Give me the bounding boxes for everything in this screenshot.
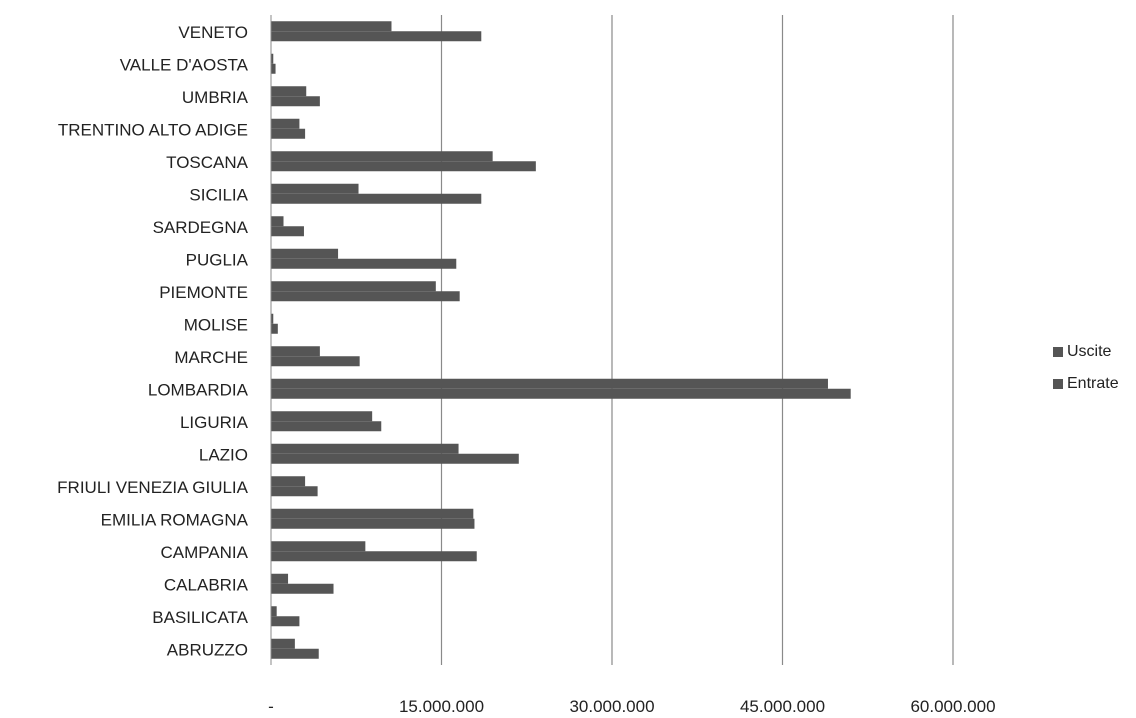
bar-entrate: [271, 518, 475, 529]
bar-uscite: [271, 21, 392, 32]
grid-lines: [440, 15, 954, 665]
bar-entrate: [271, 258, 457, 269]
category-label: SARDEGNA: [153, 218, 249, 237]
bar-entrate: [271, 161, 536, 172]
bar-entrate: [271, 226, 304, 237]
bar-entrate: [271, 323, 278, 334]
bar-entrate: [271, 291, 460, 302]
category-labels: VENETO VALLE D'AOSTA UMBRIA TRENTINO ALTO A…: [57, 23, 248, 660]
category-label: VENETO: [178, 23, 248, 42]
category-label: UMBRIA: [182, 88, 249, 107]
category-label: TOSCANA: [166, 153, 249, 172]
bar-uscite: [271, 118, 300, 129]
bar-uscite: [271, 573, 289, 584]
category-label: LIGURIA: [180, 413, 249, 432]
bar-entrate: [271, 616, 300, 627]
x-tick-label: 45.000.000: [740, 697, 825, 716]
bar-uscite: [271, 508, 474, 519]
bar-entrate: [271, 583, 334, 594]
category-label: PUGLIA: [186, 250, 249, 269]
bar-entrate: [271, 648, 319, 659]
legend-item-entrate: Entrate: [1053, 368, 1119, 400]
x-tick-label: 60.000.000: [910, 697, 995, 716]
bars: [271, 21, 851, 659]
bar-uscite: [271, 216, 284, 227]
bar-entrate: [271, 193, 482, 204]
bar-uscite: [271, 476, 306, 487]
category-label: LOMBARDIA: [148, 380, 249, 399]
legend-label-uscite: Uscite: [1067, 343, 1112, 360]
category-label: ABRUZZO: [167, 640, 248, 659]
bar-uscite: [271, 53, 274, 64]
bar-entrate: [271, 551, 477, 562]
bar-uscite: [271, 346, 320, 357]
x-tick-label: -: [268, 697, 274, 716]
bar-entrate: [271, 96, 320, 107]
x-tick-label: 15.000.000: [399, 697, 484, 716]
bar-uscite: [271, 411, 373, 422]
bar-entrate: [271, 63, 276, 74]
legend-swatch-uscite: [1053, 347, 1063, 357]
category-label: CAMPANIA: [160, 543, 248, 562]
category-label: MOLISE: [184, 315, 248, 334]
bar-entrate: [271, 421, 382, 432]
bar-uscite: [271, 281, 436, 292]
bar-entrate: [271, 128, 306, 139]
category-label: SICILIA: [189, 185, 248, 204]
bar-uscite: [271, 606, 277, 617]
category-label: EMILIA ROMAGNA: [101, 510, 249, 529]
x-tick-labels: - 15.000.000 30.000.000 45.000.000 60.000.00…: [268, 697, 995, 716]
bar-uscite: [271, 378, 828, 389]
category-label: VALLE D'AOSTA: [120, 55, 249, 74]
bar-entrate: [271, 356, 360, 367]
category-label: TRENTINO ALTO ADIGE: [58, 120, 248, 139]
category-label: MARCHE: [174, 348, 248, 367]
bar-uscite: [271, 313, 274, 324]
bar-uscite: [271, 151, 493, 162]
category-label: FRIULI VENEZIA GIULIA: [57, 478, 248, 497]
bar-uscite: [271, 183, 359, 194]
bar-uscite: [271, 86, 307, 97]
category-label: CALABRIA: [164, 575, 249, 594]
bar-uscite: [271, 541, 366, 552]
legend: Uscite Entrate: [1053, 336, 1119, 400]
category-label: BASILICATA: [152, 608, 248, 627]
category-label: PIEMONTE: [159, 283, 248, 302]
bar-entrate: [271, 453, 519, 464]
bar-entrate: [271, 31, 482, 42]
legend-item-uscite: Uscite: [1053, 336, 1119, 368]
legend-label-entrate: Entrate: [1067, 375, 1119, 392]
bar-uscite: [271, 248, 339, 259]
bar-entrate: [271, 486, 318, 497]
bar-uscite: [271, 638, 295, 649]
legend-swatch-entrate: [1053, 379, 1063, 389]
bar-uscite: [271, 443, 459, 454]
x-tick-label: 30.000.000: [569, 697, 654, 716]
category-label: LAZIO: [199, 445, 248, 464]
bar-entrate: [271, 388, 851, 399]
